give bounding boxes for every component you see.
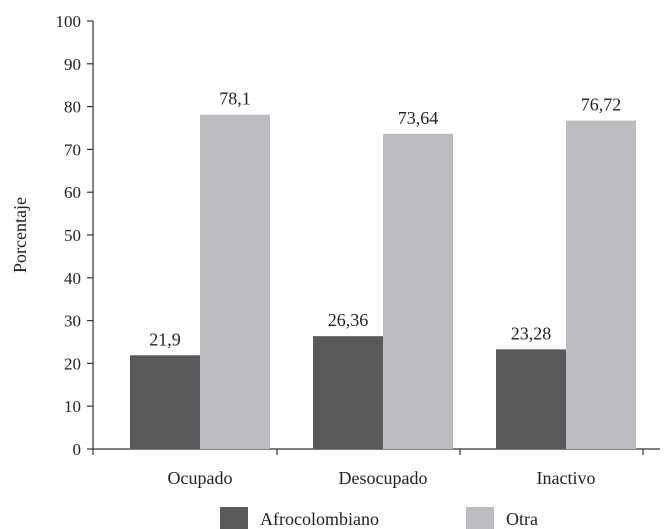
- bar-otra: [566, 120, 636, 449]
- data-label: 76,72: [581, 95, 622, 115]
- y-tick-label: 40: [64, 269, 81, 288]
- x-category-label: Desocupado: [339, 468, 428, 488]
- data-label: 26,36: [328, 310, 369, 330]
- data-labels: 21,9 26,36 23,28 78,1 73,64 76,72: [149, 89, 621, 350]
- x-axis: Ocupado Desocupado Inactivo: [92, 448, 660, 488]
- legend: Afrocolombiano Otra: [220, 507, 538, 529]
- x-category-label: Inactivo: [537, 468, 596, 488]
- legend-label: Afrocolombiano: [260, 509, 379, 529]
- y-tick-label: 80: [64, 98, 81, 117]
- data-label: 21,9: [149, 329, 181, 349]
- bar-afrocolombiano: [130, 355, 200, 449]
- y-tick-label: 50: [64, 226, 81, 245]
- y-tick-label: 20: [64, 354, 81, 373]
- bar-otra: [200, 114, 270, 450]
- legend-label: Otra: [506, 509, 538, 529]
- y-tick-label: 60: [64, 183, 81, 202]
- data-label: 23,28: [511, 323, 552, 343]
- legend-swatch: [466, 507, 494, 529]
- y-axis: 0 10 20 30 40 50 60 70 80 90 100: [56, 12, 94, 459]
- data-label: 73,64: [398, 108, 439, 128]
- y-tick-label: 100: [56, 12, 82, 31]
- bars: [130, 114, 636, 450]
- data-label: 78,1: [219, 89, 251, 109]
- y-tick-label: 30: [64, 312, 81, 331]
- x-category-label: Ocupado: [168, 468, 233, 488]
- y-tick-label: 10: [64, 397, 81, 416]
- bar-afrocolombiano: [313, 336, 383, 449]
- bar-afrocolombiano: [496, 349, 566, 449]
- y-tick-label: 70: [64, 140, 81, 159]
- legend-swatch: [220, 507, 248, 529]
- y-tick-label: 90: [64, 55, 81, 74]
- y-tick-label: 0: [73, 440, 82, 459]
- y-axis-title: Porcentaje: [10, 197, 30, 273]
- bar-otra: [383, 133, 453, 449]
